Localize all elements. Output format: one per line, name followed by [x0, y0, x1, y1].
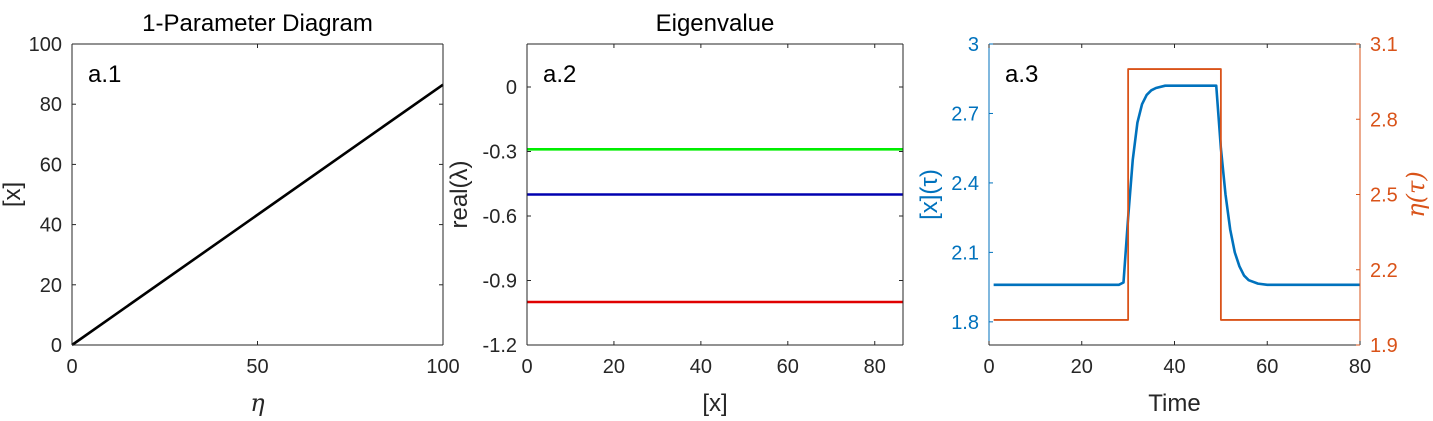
panel-label: a.3 — [1005, 61, 1038, 88]
y-tick-label: 0 — [51, 335, 62, 357]
x-axis-label: [x] — [702, 390, 727, 417]
y-axis-label: [x](τ) — [916, 169, 943, 220]
y-right-tick-label: 1.9 — [1370, 335, 1398, 357]
y-tick-label: 2.1 — [951, 242, 979, 264]
y-tick-label: 2.7 — [951, 103, 979, 125]
y-tick-label: -1.2 — [483, 335, 517, 357]
x-tick-label: 0 — [983, 356, 994, 378]
x-tick-label: 0 — [521, 356, 532, 378]
x-tick-label: 20 — [1071, 356, 1093, 378]
y-tick-label: 2.4 — [951, 173, 979, 195]
series-line-1 — [993, 84, 1360, 287]
chart-title: Eigenvalue — [656, 10, 775, 37]
panel-label: a.1 — [88, 61, 121, 88]
y-right-tick-label: 2.5 — [1370, 185, 1398, 207]
y-axis-label: real(λ) — [446, 160, 473, 228]
y-tick-label: 3 — [968, 34, 979, 56]
y-tick-label: 1.8 — [951, 312, 979, 334]
x-tick-label: 0 — [66, 356, 77, 378]
x-tick-label: 80 — [1349, 356, 1371, 378]
y-tick-label: -0.9 — [483, 271, 517, 293]
series-line-2 — [993, 68, 1360, 321]
y-tick-label: 100 — [29, 34, 62, 56]
y-right-tick-label: 3.1 — [1370, 34, 1398, 56]
chart-panel-3: 0 20 40 60 80 1.8 2.1 2.4 2.7 3 1.9 2.2 2.5 2.8 3.1 a.3… — [916, 34, 1430, 417]
x-tick-label: 20 — [603, 356, 625, 378]
y-right-tick-label: 2.8 — [1370, 109, 1398, 131]
x-tick-label: 60 — [777, 356, 799, 378]
y-right-tick-label: 2.2 — [1370, 260, 1398, 282]
y-tick-label: -0.6 — [483, 206, 517, 228]
series-line-1 — [71, 83, 444, 347]
chart-panel-2: 0 20 40 60 80 0 -0.3 -0.6 -0.9 -1.2 Eigenvalue a.2 [… — [446, 10, 904, 417]
x-tick-label: 40 — [1163, 356, 1185, 378]
x-tick-label: 40 — [690, 356, 712, 378]
panel-label: a.2 — [543, 61, 576, 88]
x-axis-label: Time — [1148, 390, 1200, 417]
y-tick-label: 60 — [40, 154, 62, 176]
y-axis-label: [x] — [0, 182, 26, 207]
y-tick-label: 0 — [506, 77, 517, 99]
x-tick-label: 80 — [864, 356, 886, 378]
x-tick-label: 50 — [246, 356, 268, 378]
x-tick-label: 60 — [1256, 356, 1278, 378]
y-tick-label: -0.3 — [483, 142, 517, 164]
chart-title: 1-Parameter Diagram — [142, 10, 373, 37]
y-right-axis-label: η(τ) — [1402, 171, 1430, 217]
x-tick-label: 100 — [426, 356, 459, 378]
y-tick-label: 20 — [40, 275, 62, 297]
y-tick-label: 40 — [40, 215, 62, 237]
y-tick-label: 80 — [40, 94, 62, 116]
chart-panel-1: 0 50 100 0 20 40 60 80 100 1-Parameter Diagram a.1… — [0, 10, 460, 417]
x-axis-label: η — [250, 389, 265, 417]
